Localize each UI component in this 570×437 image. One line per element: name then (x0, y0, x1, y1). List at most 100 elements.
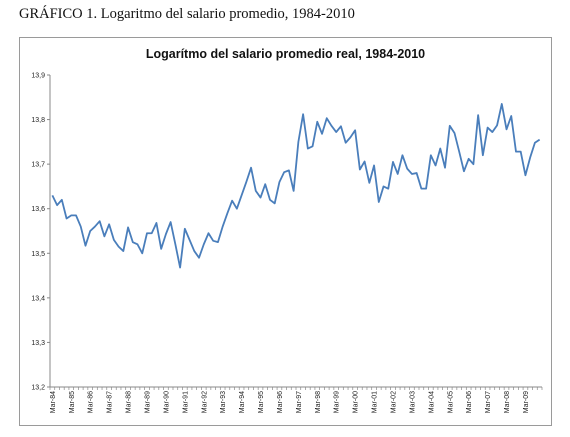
data-point (255, 190, 257, 192)
x-tick-label: Mar-02 (390, 391, 397, 413)
data-point (316, 121, 318, 123)
data-point (331, 125, 333, 127)
data-point (293, 190, 295, 192)
data-point (89, 230, 91, 232)
data-point (231, 200, 233, 202)
data-point (279, 181, 281, 183)
data-point (416, 172, 418, 174)
data-point (189, 239, 191, 241)
data-point (534, 142, 536, 144)
y-tick-label: 13,6 (31, 206, 45, 213)
data-point (392, 161, 394, 163)
data-point (118, 246, 120, 248)
data-point (378, 201, 380, 203)
data-point (335, 131, 337, 133)
data-point (113, 239, 115, 241)
x-tick-label: Mar-05 (447, 391, 454, 413)
data-point (70, 215, 72, 217)
data-point (203, 243, 205, 245)
data-point (529, 157, 531, 159)
y-tick-label: 13,5 (31, 251, 45, 258)
x-tick-label: Mar-91 (182, 391, 189, 413)
x-tick-label: Mar-07 (485, 391, 492, 413)
data-point (288, 169, 290, 171)
x-tick-label: Mar-85 (69, 391, 76, 413)
data-point (179, 267, 181, 269)
data-point (425, 188, 427, 190)
data-point (222, 226, 224, 228)
x-tick-label: Mar-87 (107, 391, 114, 413)
series-line (51, 103, 541, 269)
data-point (94, 226, 96, 228)
x-tick-label: Mar-90 (163, 391, 170, 413)
data-point (274, 202, 276, 204)
data-point (132, 241, 134, 243)
data-point (430, 154, 432, 156)
data-point (411, 173, 413, 175)
data-point (387, 188, 389, 190)
y-tick-label: 13,8 (31, 117, 45, 124)
data-point (477, 114, 479, 116)
data-point (373, 165, 375, 167)
x-tick-label: Mar-89 (144, 391, 151, 413)
data-point (241, 194, 243, 196)
data-point (520, 151, 522, 153)
data-point (108, 223, 110, 225)
data-point (122, 250, 124, 252)
data-point (283, 171, 285, 173)
x-tick-label: Mar-09 (523, 391, 530, 413)
figure-caption: GRÁFICO 1. Logaritmo del salario promedi… (19, 6, 355, 22)
data-point (141, 252, 143, 254)
data-point (51, 194, 53, 196)
data-point (364, 161, 366, 163)
data-point (463, 170, 465, 172)
data-point (217, 241, 219, 243)
data-point (487, 127, 489, 129)
data-point (491, 131, 493, 133)
data-point (61, 199, 63, 201)
data-point (260, 197, 262, 199)
x-tick-label: Mar-99 (334, 391, 341, 413)
data-point (515, 151, 517, 153)
data-point (227, 212, 229, 214)
data-point (165, 233, 167, 235)
data-point (269, 199, 271, 201)
x-tick-label: Mar-96 (277, 391, 284, 413)
data-point (198, 257, 200, 259)
x-tick-label: Mar-06 (466, 391, 473, 413)
data-point (174, 243, 176, 245)
y-tick-label: 13,4 (31, 295, 45, 302)
y-tick-label: 13,2 (31, 385, 45, 392)
data-point (510, 115, 512, 117)
data-point (406, 168, 408, 170)
data-point (156, 222, 158, 224)
data-point (264, 183, 266, 185)
data-point (420, 188, 422, 190)
data-point (208, 232, 210, 234)
data-point (435, 165, 437, 167)
data-point (85, 245, 87, 247)
data-point (66, 218, 68, 220)
data-point (160, 248, 162, 250)
data-point (454, 132, 456, 134)
data-point (482, 154, 484, 156)
data-point (350, 137, 352, 139)
data-point (184, 228, 186, 230)
data-point (368, 182, 370, 184)
data-point (354, 129, 356, 131)
data-point (539, 139, 541, 141)
data-point (146, 232, 148, 234)
data-point (321, 133, 323, 135)
data-point (340, 125, 342, 127)
chart-title: Logarítmo del salario promedio real, 198… (145, 47, 426, 61)
data-point (383, 186, 385, 188)
data-point (80, 226, 82, 228)
x-tick-label: Mar-88 (126, 391, 133, 413)
line-chart: 13,913,813,713,613,513,413,313,2 Mar-84 M… (31, 73, 543, 413)
y-tick-label: 13,9 (31, 73, 45, 80)
data-point (458, 151, 460, 153)
x-tick-label: Mar-98 (315, 391, 322, 413)
data-point (468, 158, 470, 160)
x-tick-label: Mar-97 (296, 391, 303, 413)
x-tick-label: Mar-01 (372, 391, 379, 413)
